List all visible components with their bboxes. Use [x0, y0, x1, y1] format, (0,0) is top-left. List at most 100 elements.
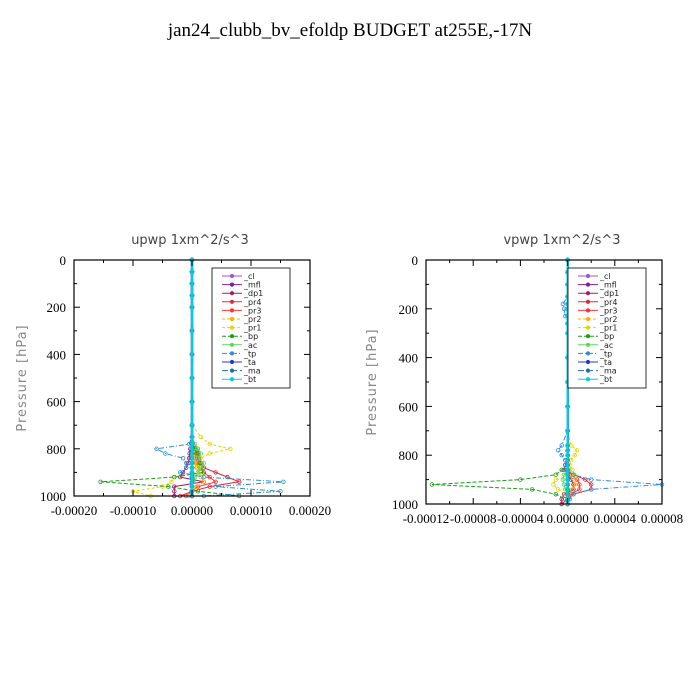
data-point-tp: [571, 472, 576, 477]
y-tick-label: 400: [47, 347, 67, 362]
legend-label: _bp: [243, 332, 258, 341]
legend-label: _pr3: [599, 306, 617, 315]
data-point-bt: [189, 328, 195, 333]
data-point-pr1: [195, 465, 201, 470]
data-point-bt: [565, 404, 570, 409]
data-point-bt: [189, 293, 195, 298]
data-point-pr1: [169, 479, 174, 484]
data-point-tp: [589, 487, 594, 492]
data-point-tp: [589, 477, 594, 482]
data-point-bt: [189, 305, 195, 310]
data-point-tp: [559, 453, 564, 458]
data-point-pr1: [160, 484, 165, 489]
data-point-pr1: [574, 448, 580, 453]
legend-label: _ac: [243, 341, 257, 350]
data-point-tp: [163, 451, 168, 456]
x-tick-label: 0.00004: [594, 511, 637, 526]
data-point-pr2: [192, 460, 198, 466]
x-tick-label: -0.00010: [110, 503, 157, 518]
data-point-bp: [518, 477, 523, 482]
data-point-pr2: [194, 484, 199, 489]
panel-upwp: upwp 1xm^2/s^3 Pressure [hPa] 0 200 400 600…: [15, 233, 331, 518]
series-layer-upwp: [98, 257, 286, 499]
legend-marker: [585, 273, 591, 279]
legend-label: _pr2: [599, 315, 617, 324]
legend-label: _bp: [599, 332, 614, 341]
data-point-bt: [565, 492, 570, 497]
series-line-pr1: [132, 260, 231, 497]
data-point-tp: [177, 470, 183, 475]
data-point-ac: [560, 477, 566, 482]
data-point-bt: [189, 423, 195, 428]
series-line-bp: [431, 260, 569, 505]
data-point-bt: [189, 399, 195, 404]
data-point-pr4: [236, 479, 242, 484]
legend-label: _tp: [243, 349, 256, 358]
legend-label: _pr1: [599, 324, 617, 333]
data-point-bt: [189, 281, 195, 286]
y-tick-label: 200: [47, 300, 67, 315]
data-point-bp: [98, 479, 103, 484]
data-point-bt: [189, 456, 195, 461]
data-point-tp: [183, 460, 189, 466]
data-point-bp: [194, 451, 199, 456]
data-point-pr1: [553, 477, 558, 482]
data-point-bt: [565, 457, 570, 463]
legend-marker: [229, 377, 235, 382]
y-tick-label: 0: [412, 253, 419, 268]
data-point-pr1: [198, 434, 203, 440]
legend-marker: [585, 368, 591, 373]
data-point-pr1: [556, 487, 561, 492]
legend-marker: [229, 325, 235, 330]
legend-label: _ma: [599, 367, 617, 376]
legend-label: _bt: [599, 375, 612, 384]
data-point-bt: [189, 451, 195, 456]
legend-label: _ta: [243, 358, 256, 367]
legend-marker: [585, 334, 591, 339]
legend-marker: [229, 273, 235, 279]
legend-marker: [229, 291, 235, 296]
data-point-bt: [189, 446, 195, 451]
y-tick-label: 800: [47, 442, 67, 457]
axes-upwp: 0 200 400 600 800 1000-0.00020 -0.00010 0.00000…: [40, 253, 331, 518]
data-point-bt: [189, 352, 195, 357]
data-point-bt: [189, 484, 195, 489]
legend-marker: [229, 282, 235, 287]
data-point-dp1: [172, 489, 177, 494]
x-tick-label: 0.00000: [171, 503, 213, 518]
data-point-pr2: [572, 482, 577, 487]
data-point-ac: [192, 441, 198, 447]
legend-marker: [585, 351, 591, 356]
legend-marker: [585, 316, 591, 322]
data-point-bt: [189, 479, 195, 484]
data-point-bt: [565, 462, 570, 468]
data-point-bt: [565, 482, 570, 487]
data-point-pr2: [570, 487, 575, 492]
legend-marker: [585, 325, 591, 330]
data-point-ac: [195, 470, 201, 475]
x-tick-label: -0.00012: [403, 511, 450, 526]
data-point-bp: [196, 460, 202, 466]
data-point-bp: [195, 489, 201, 494]
data-point-pr1: [572, 453, 577, 458]
data-point-tp: [154, 446, 159, 451]
axes-vpwp: 0 200 400 600 800 1000-0.00012 -0.00008 -0.0000…: [392, 253, 683, 526]
legend-label: _mfl: [599, 281, 617, 290]
data-point-ac: [201, 460, 206, 466]
legend-label: _dp1: [243, 289, 263, 298]
legend-label: _tp: [599, 349, 612, 358]
data-point-bp: [559, 467, 564, 472]
data-point-bt: [565, 472, 570, 477]
y-tick-label: 600: [47, 395, 67, 410]
data-point-pr2: [201, 479, 206, 484]
y-tick-label: 200: [399, 302, 419, 317]
x-tick-label: 0.00020: [289, 503, 331, 518]
legend-label: _pr4: [599, 298, 617, 307]
data-point-bt: [565, 443, 570, 448]
legend-label: _pr2: [243, 315, 261, 324]
data-point-tp: [180, 456, 186, 461]
data-point-ac: [195, 446, 201, 451]
legend-marker: [229, 359, 235, 365]
data-point-bt: [189, 375, 195, 381]
data-point-pr1: [207, 451, 212, 456]
